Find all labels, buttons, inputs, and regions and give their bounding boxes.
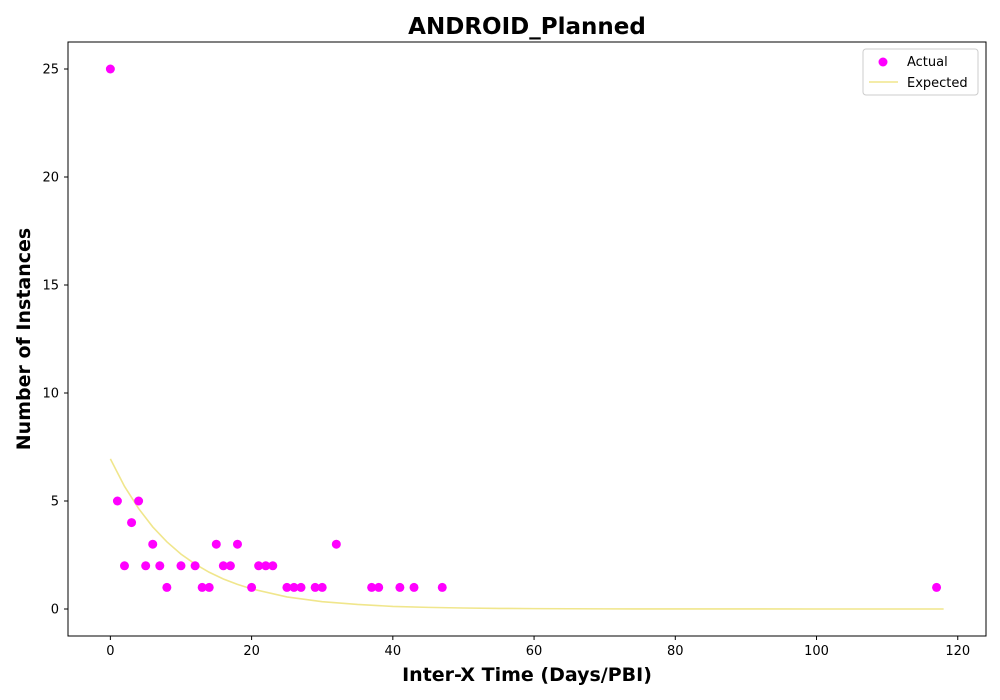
plot-area [105,64,944,610]
y-tick-label: 0 [51,603,59,618]
data-point [204,582,214,592]
y-tick-label: 5 [51,495,59,510]
data-point [232,539,242,549]
data-point [282,582,292,592]
x-tick-label: 60 [526,644,543,659]
data-point [331,539,341,549]
data-point [310,582,320,592]
data-point [268,561,278,571]
data-point [141,561,151,571]
axes: 0 20 40 60 80 100 120 0 5 10 15 20 25 [42,41,987,659]
y-tick-label: 20 [42,171,59,186]
data-point [409,582,419,592]
data-point [247,582,257,592]
legend-marker-actual [878,57,888,67]
legend-label-actual: Actual [907,55,948,70]
data-point [211,539,221,549]
data-point [190,561,200,571]
data-point [261,561,271,571]
x-tick-label: 40 [385,644,402,659]
data-point [134,496,144,506]
data-point [218,561,228,571]
y-tick-label: 25 [42,63,59,78]
legend: Actual Expected [862,48,979,96]
x-axis-label: Inter-X Time (Days/PBI) [402,664,652,686]
data-point [127,518,137,528]
y-tick-label: 10 [42,387,59,402]
y-axis-label: Number of Instances [13,228,35,450]
data-point [162,582,172,592]
data-point [296,582,306,592]
data-point [105,64,115,74]
data-point [437,582,447,592]
data-point [932,582,942,592]
chart-title: ANDROID_Planned [408,14,646,40]
y-tick-label: 15 [42,279,59,294]
data-point [176,561,186,571]
x-tick-label: 80 [667,644,684,659]
data-point [197,582,207,592]
data-point [148,539,158,549]
x-tick-label: 0 [106,644,114,659]
x-tick-label: 20 [243,644,260,659]
legend-box [862,48,979,96]
plot-frame [67,41,987,637]
legend-label-expected: Expected [907,76,968,91]
expected-line [109,458,944,610]
data-point [119,561,129,571]
data-point [155,561,165,571]
data-point [225,561,235,571]
data-point [374,582,384,592]
data-point [395,582,405,592]
x-tick-label: 120 [945,644,970,659]
x-tick-label: 100 [804,644,829,659]
data-point [289,582,299,592]
data-point [367,582,377,592]
data-point [317,582,327,592]
data-point [112,496,122,506]
data-point [254,561,264,571]
